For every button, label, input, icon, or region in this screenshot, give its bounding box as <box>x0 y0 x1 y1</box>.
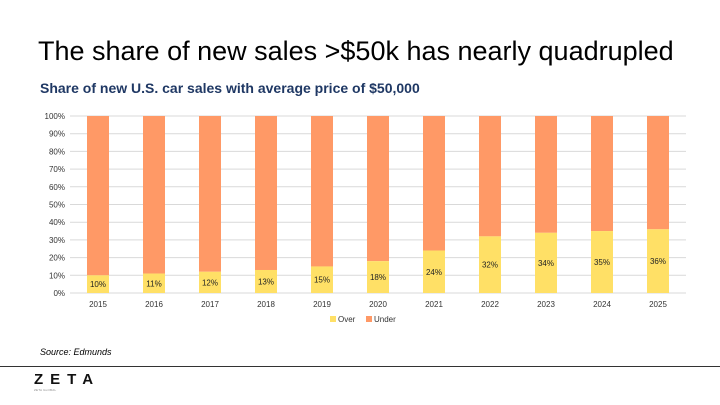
x-tick-label: 2021 <box>425 300 443 309</box>
bar-over <box>311 266 333 293</box>
footer-divider <box>0 366 720 367</box>
bar-under <box>647 116 669 230</box>
x-tick-label: 2016 <box>145 300 163 309</box>
bar-over <box>647 229 669 293</box>
y-tick-label: 60% <box>49 183 65 192</box>
x-tick-label: 2018 <box>257 300 275 309</box>
y-tick-label: 70% <box>49 165 65 174</box>
y-tick-label: 10% <box>49 271 65 280</box>
data-label: 24% <box>426 268 442 277</box>
x-tick-label: 2022 <box>481 300 499 309</box>
y-tick-label: 40% <box>49 218 65 227</box>
y-tick-label: 30% <box>49 236 65 245</box>
bar-under <box>87 116 109 276</box>
bar-over <box>591 231 613 293</box>
logo-wordmark: ZETA <box>34 371 101 388</box>
bar-under <box>423 116 445 251</box>
chart-subtitle: Share of new U.S. car sales with average… <box>40 80 420 96</box>
data-label: 35% <box>594 258 610 267</box>
bar-over <box>479 236 501 293</box>
data-label: 18% <box>370 273 386 282</box>
data-label: 11% <box>146 279 161 288</box>
data-label: 15% <box>314 276 330 285</box>
bar-over <box>199 271 221 293</box>
bar-under <box>535 116 557 233</box>
legend-label: Over <box>338 315 356 324</box>
bar-over <box>367 261 389 293</box>
bar-under <box>591 116 613 232</box>
y-tick-label: 80% <box>49 147 65 156</box>
bar-over <box>423 250 445 293</box>
legend-swatch <box>330 316 336 322</box>
bar-over <box>255 269 277 293</box>
data-label: 36% <box>650 257 666 266</box>
source-note: Source: Edmunds <box>40 347 112 357</box>
data-label: 10% <box>90 280 106 289</box>
x-tick-label: 2017 <box>201 300 219 309</box>
x-tick-label: 2020 <box>369 300 387 309</box>
chart-title: The share of new sales >$50k has nearly … <box>38 36 674 66</box>
bar-under <box>311 116 333 267</box>
x-tick-label: 2019 <box>313 300 331 309</box>
bar-under <box>199 116 221 272</box>
y-tick-label: 90% <box>49 130 65 139</box>
data-label: 13% <box>258 277 274 286</box>
logo-tagline: ZETA GLOBAL <box>34 388 57 392</box>
y-tick-label: 100% <box>45 112 65 121</box>
legend-swatch <box>366 316 372 322</box>
legend-label: Under <box>374 315 396 324</box>
stacked-bar-chart: 0% 10% 20% 30% 40% 50% 60% 70% 80% 90% 100% 10% 2015… <box>45 112 686 324</box>
x-tick-label: 2024 <box>593 300 611 309</box>
bar-under <box>367 116 389 262</box>
x-tick-label: 2015 <box>89 300 107 309</box>
bar-over <box>535 232 557 293</box>
bar-over <box>87 275 109 293</box>
data-label: 32% <box>482 261 498 270</box>
bar-over <box>143 273 165 293</box>
y-tick-label: 20% <box>49 254 65 263</box>
data-label: 34% <box>538 259 554 268</box>
x-tick-label: 2023 <box>537 300 555 309</box>
data-label: 12% <box>202 278 218 287</box>
bar-under <box>143 116 165 274</box>
bar-under <box>255 116 277 270</box>
x-tick-label: 2025 <box>649 300 667 309</box>
y-tick-label: 50% <box>49 201 65 210</box>
zeta-logo: ZETA ZETA GLOBAL <box>34 372 100 392</box>
y-tick-label: 0% <box>53 289 65 298</box>
bar-under <box>479 116 501 237</box>
